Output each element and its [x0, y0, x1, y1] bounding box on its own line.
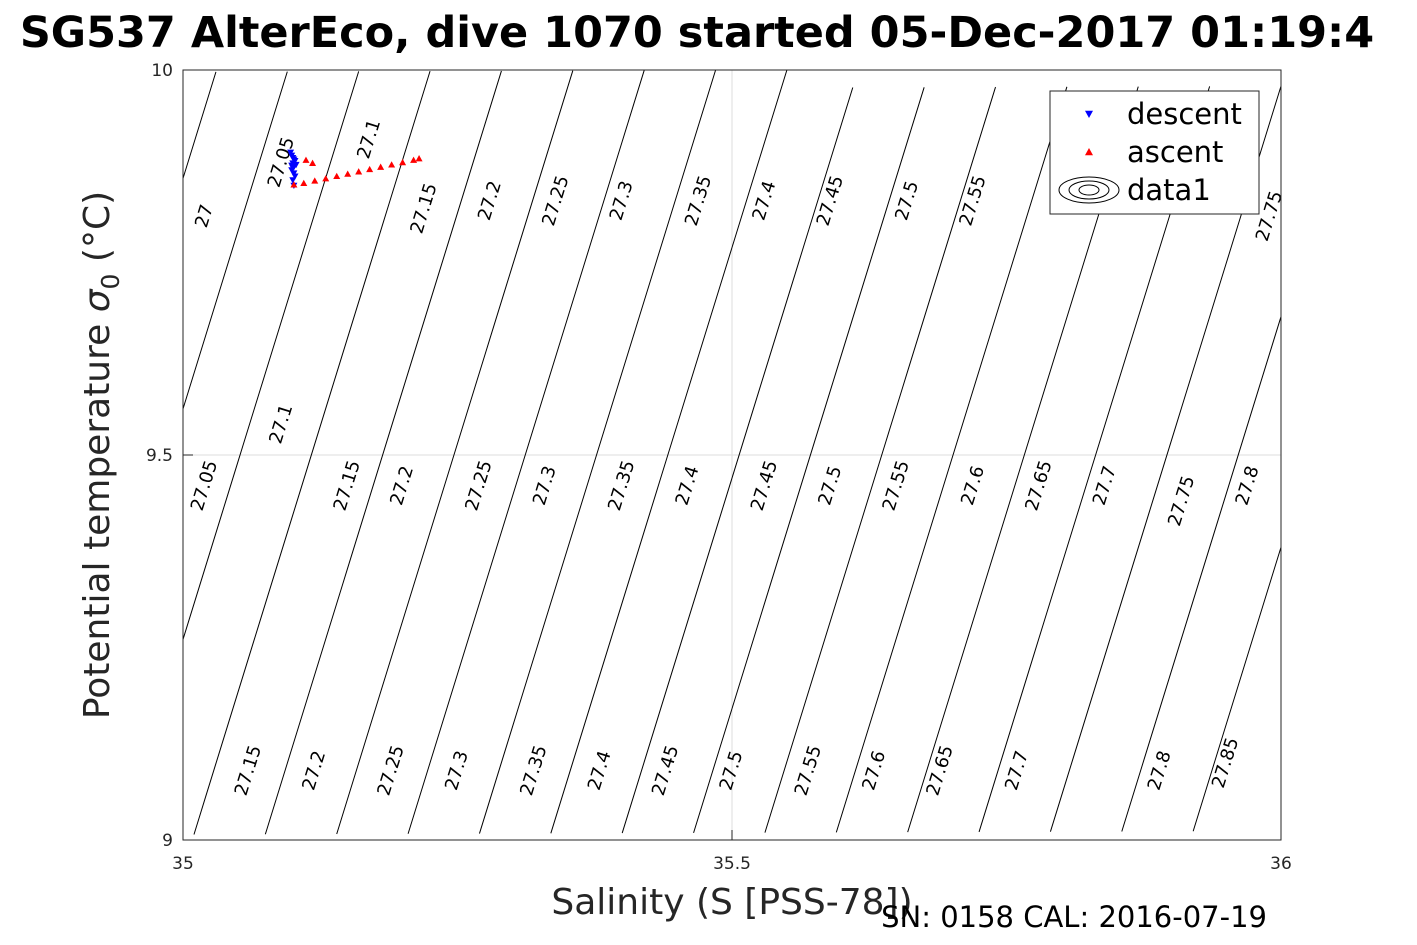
- contour-line-27-2: [264, 70, 502, 835]
- legend-box: [1049, 90, 1260, 215]
- contour-line-27-4: [550, 69, 788, 834]
- y-axis-label-subscript: 0: [96, 274, 125, 290]
- ascent-point: [333, 172, 341, 180]
- ascent-point: [290, 181, 298, 188]
- y-axis-label-text: Potential temperature: [77, 324, 118, 719]
- x-axis-label: Salinity (S [PSS-78]): [551, 882, 912, 923]
- x-tick-label: 36: [1270, 854, 1292, 874]
- y-axis-label: Potential temperature σ0 (°C): [77, 191, 125, 719]
- contour-line-27-25: [336, 70, 574, 835]
- chart-title: SG537 AlterEco, dive 1070 started 05-Dec…: [20, 8, 1374, 58]
- contour-line-27: [182, 71, 217, 179]
- contour-line-27-6: [835, 86, 1068, 833]
- ascent-point: [309, 159, 317, 166]
- ascent-point: [415, 155, 423, 162]
- ascent-point: [399, 158, 407, 166]
- contour-line-27-1: [182, 71, 360, 640]
- legend-label: ascent: [1127, 135, 1223, 169]
- legend-entry-data1: data1: [1058, 173, 1211, 207]
- ascent-point: [322, 175, 330, 182]
- ascent-point: [344, 170, 352, 177]
- legend-marker-descent: [1085, 110, 1093, 118]
- y-tick-label: 10: [151, 61, 173, 81]
- legend-marker-ascent: [1085, 148, 1093, 156]
- ascent-point: [311, 177, 319, 184]
- x-tick-label: 35: [172, 854, 194, 874]
- contour-line-27-45: [621, 87, 854, 834]
- contour-line-27-35: [478, 70, 717, 834]
- y-tick-label: 9: [162, 831, 173, 851]
- grid: [183, 70, 1281, 840]
- ascent-point: [410, 156, 418, 163]
- ascent-point: [377, 163, 385, 170]
- axis-ticks: 35 35.5 36 9 9.5 10: [146, 61, 1292, 874]
- ascent-point: [388, 161, 396, 168]
- ascent-point: [300, 179, 308, 186]
- contour-line-27-85: [1192, 547, 1282, 832]
- legend-contour-ring: [1078, 184, 1100, 196]
- y-axis-label-symbol: σ: [77, 288, 118, 312]
- contour-line-27-3: [407, 70, 645, 834]
- ascent-point: [355, 168, 363, 175]
- legend-label: descent: [1127, 97, 1242, 131]
- ascent-point: [302, 156, 310, 163]
- contour-line-27-15: [193, 71, 431, 835]
- legend-entry-ascent: ascent: [1085, 135, 1223, 169]
- data-series: [287, 149, 423, 189]
- y-tick-label: 9.5: [146, 446, 173, 466]
- legend-contour-ring: [1068, 180, 1110, 200]
- ascent-point: [366, 165, 374, 173]
- legend-entry-descent: descent: [1085, 97, 1242, 131]
- y-axis-label-unit: (°C): [77, 191, 118, 262]
- contour-line-27-05: [182, 71, 288, 410]
- contour-line-27-8: [1121, 316, 1282, 832]
- contour-line-27-55: [764, 86, 996, 833]
- legend-contour-ring: [1058, 176, 1120, 204]
- calibration-footer: SN: 0158 CAL: 2016-07-19: [881, 900, 1267, 934]
- x-tick-label: 35.5: [713, 854, 751, 874]
- descent-point: [291, 173, 299, 180]
- series-ascent: [290, 155, 423, 188]
- descent-point: [289, 177, 297, 184]
- legend-label: data1: [1127, 173, 1211, 207]
- contour-line-27-5: [693, 87, 925, 833]
- legend: descent ascent data1: [1049, 90, 1260, 215]
